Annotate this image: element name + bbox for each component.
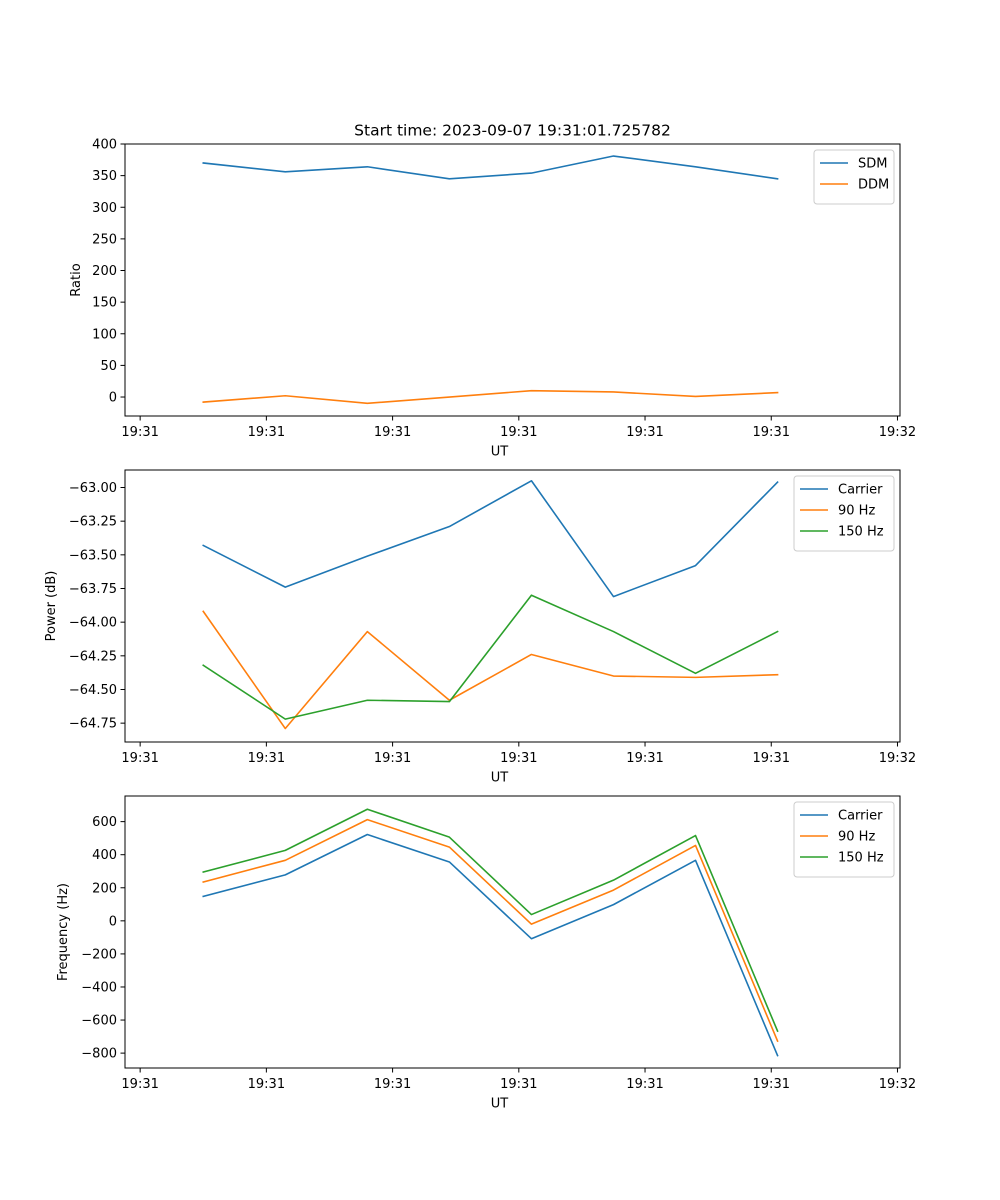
- x-tick-label: 19:31: [121, 1077, 158, 1092]
- y-tick-label: 250: [92, 232, 117, 247]
- y-tick-label: −400: [81, 980, 117, 995]
- legend-label-sdm: SDM: [858, 157, 887, 172]
- x-tick-label: 19:32: [879, 1077, 916, 1092]
- x-tick-label: 19:31: [753, 751, 790, 766]
- x-tick-label: 19:31: [248, 425, 285, 440]
- y-tick-label: −800: [81, 1047, 117, 1062]
- legend: Carrier 90 Hz 150 Hz: [793, 801, 895, 878]
- y-tick-label: −600: [81, 1014, 117, 1029]
- legend-label-90-hz: 90 Hz: [838, 504, 875, 519]
- figure-title: Start time: 2023-09-07 19:31:01.725782: [354, 122, 671, 140]
- y-tick-label: 0: [109, 391, 117, 406]
- chart-2: 19:31 19:31 19:31 19:31 19:31 19:31 19:32 −63.0…: [44, 469, 916, 786]
- legend-label-150-hz: 150 Hz: [838, 525, 884, 540]
- y-tick-label: −64.75: [69, 717, 117, 732]
- y-axis-label: Power (dB): [44, 571, 59, 642]
- axes-frame: [124, 469, 901, 743]
- legend-label-carrier: Carrier: [838, 809, 883, 824]
- series-line-sdm: [202, 155, 779, 180]
- x-tick-label: 19:31: [121, 751, 158, 766]
- legend-label-ddm: DDM: [858, 178, 889, 193]
- x-tick-label: 19:31: [626, 751, 663, 766]
- x-axis-label: UT: [491, 445, 509, 460]
- chart-1: 19:31 19:31 19:31 19:31 19:31 19:31 19:32 0 50 10…: [69, 138, 916, 460]
- series-line-90-hz: [202, 818, 779, 1043]
- x-tick-label: 19:31: [500, 425, 537, 440]
- x-tick-label: 19:31: [374, 1077, 411, 1092]
- y-tick-label: 600: [92, 815, 117, 830]
- y-tick-label: 350: [92, 169, 117, 184]
- legend-label-150-hz: 150 Hz: [838, 851, 884, 866]
- legend: Carrier 90 Hz 150 Hz: [793, 475, 895, 552]
- y-tick-label: 200: [92, 881, 117, 896]
- legend-label-carrier: Carrier: [838, 483, 883, 498]
- y-tick-label: 100: [92, 327, 117, 342]
- y-tick-label: −200: [81, 947, 117, 962]
- y-tick-label: 300: [92, 201, 117, 216]
- x-axis-label: UT: [491, 1097, 509, 1112]
- y-tick-label: −63.50: [69, 548, 117, 563]
- x-axis-label: UT: [491, 771, 509, 786]
- legend-box: [793, 475, 895, 552]
- x-tick-label: 19:31: [626, 425, 663, 440]
- y-tick-label: −64.25: [69, 649, 117, 664]
- series-line-carrier: [202, 833, 779, 1057]
- y-tick-label: 200: [92, 264, 117, 279]
- series-line-150-hz: [202, 594, 779, 720]
- x-tick-label: 19:31: [374, 751, 411, 766]
- series-line-90-hz: [202, 610, 779, 730]
- y-tick-label: −63.00: [69, 481, 117, 496]
- y-axis-label: Ratio: [69, 263, 84, 296]
- chart-3: 19:31 19:31 19:31 19:31 19:31 19:31 19:32 600 40…: [56, 795, 916, 1112]
- x-tick-label: 19:31: [374, 425, 411, 440]
- plots: 19:31 19:31 19:31 19:31 19:31 19:31 19:32 0 50 10…: [44, 138, 916, 1112]
- legend: SDM DDM: [813, 149, 895, 205]
- x-tick-label: 19:32: [879, 751, 916, 766]
- y-axis-label: Frequency (Hz): [56, 883, 71, 981]
- series-line-150-hz: [202, 808, 779, 1033]
- x-tick-label: 19:31: [626, 1077, 663, 1092]
- legend-box: [793, 801, 895, 878]
- y-tick-label: −64.00: [69, 616, 117, 631]
- legend-label-90-hz: 90 Hz: [838, 830, 875, 845]
- x-tick-label: 19:32: [879, 425, 916, 440]
- y-tick-label: −63.75: [69, 582, 117, 597]
- x-tick-label: 19:31: [121, 425, 158, 440]
- x-tick-label: 19:31: [753, 425, 790, 440]
- axes-frame: [124, 795, 901, 1069]
- axes-frame: [124, 143, 901, 417]
- y-tick-label: 50: [100, 359, 117, 374]
- y-tick-label: 400: [92, 848, 117, 863]
- series-line-carrier: [202, 479, 779, 598]
- x-tick-label: 19:31: [248, 1077, 285, 1092]
- y-tick-label: 400: [92, 138, 117, 153]
- x-tick-label: 19:31: [753, 1077, 790, 1092]
- x-tick-label: 19:31: [500, 1077, 537, 1092]
- y-tick-label: −64.50: [69, 683, 117, 698]
- x-tick-label: 19:31: [500, 751, 537, 766]
- y-tick-label: 150: [92, 296, 117, 311]
- y-tick-label: −63.25: [69, 515, 117, 530]
- series-line-ddm: [202, 389, 779, 405]
- x-tick-label: 19:31: [248, 751, 285, 766]
- y-tick-label: 0: [109, 914, 117, 929]
